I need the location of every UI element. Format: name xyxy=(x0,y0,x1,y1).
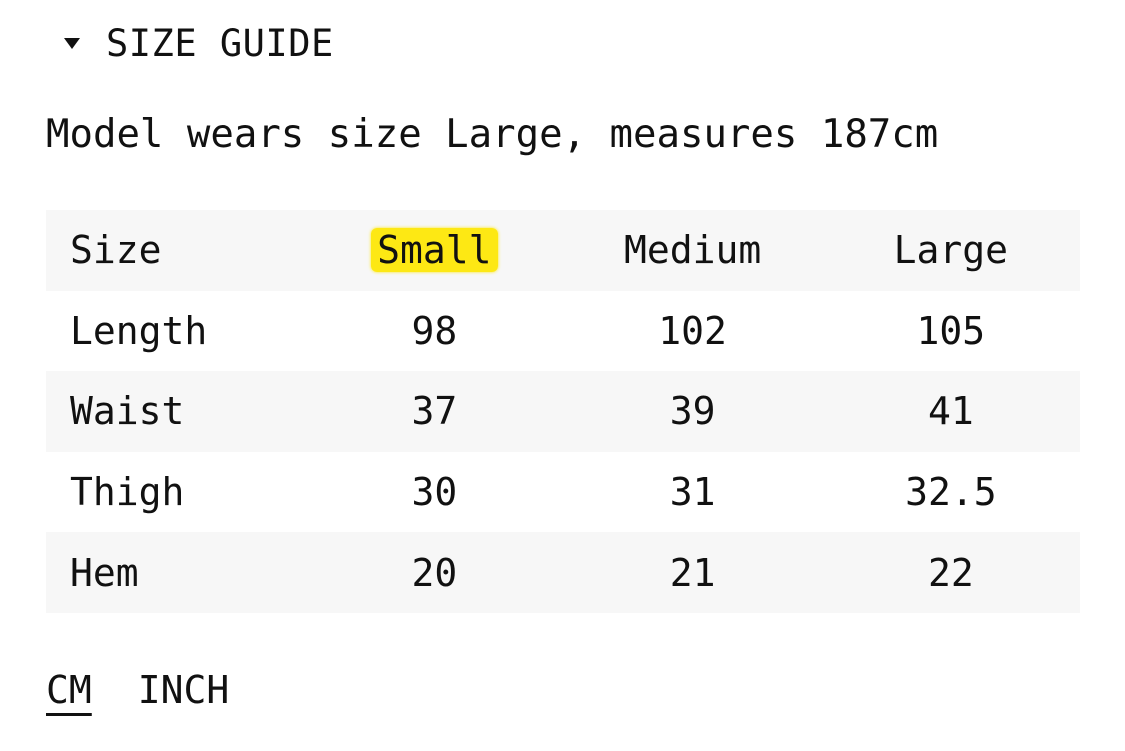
row-label: Thigh xyxy=(70,470,185,515)
cell: 31 xyxy=(669,470,716,515)
header-medium: Medium xyxy=(563,210,822,291)
cell: 105 xyxy=(916,308,986,353)
unit-switcher: CM INCH xyxy=(46,668,229,712)
cell: 32.5 xyxy=(905,470,997,515)
row-label: Length xyxy=(70,308,208,353)
table-row: Hem 20 21 22 xyxy=(46,532,1080,613)
unit-cm-button[interactable]: CM xyxy=(46,668,92,712)
table-row: Thigh 30 31 32.5 xyxy=(46,452,1080,533)
caret-down-icon xyxy=(64,38,80,49)
highlighted-header: Small xyxy=(371,228,498,273)
table-row: Length 98 102 105 xyxy=(46,291,1080,372)
model-note: Model wears size Large, measures 187cm xyxy=(46,112,939,157)
header-small: Small xyxy=(305,210,564,291)
row-label: Hem xyxy=(46,532,306,613)
cell: 102 xyxy=(658,308,727,353)
cell: 30 xyxy=(411,470,458,515)
cell: 37 xyxy=(305,371,564,452)
cell: 22 xyxy=(821,532,1080,613)
size-guide-title: SIZE GUIDE xyxy=(106,22,334,65)
cell: 21 xyxy=(563,532,822,613)
header-large: Large xyxy=(821,210,1080,291)
table-row: Waist 37 39 41 xyxy=(46,371,1080,452)
table-header-row: Size Small Medium Large xyxy=(46,210,1080,291)
row-label: Waist xyxy=(46,371,306,452)
cell: 98 xyxy=(411,308,458,353)
size-guide-toggle[interactable]: SIZE GUIDE xyxy=(64,22,334,65)
header-size: Size xyxy=(46,210,306,291)
size-table: Size Small Medium Large Length 98 102 10… xyxy=(46,210,1080,613)
cell: 39 xyxy=(563,371,822,452)
unit-inch-button[interactable]: INCH xyxy=(137,668,230,712)
cell: 20 xyxy=(305,532,564,613)
cell: 41 xyxy=(821,371,1080,452)
